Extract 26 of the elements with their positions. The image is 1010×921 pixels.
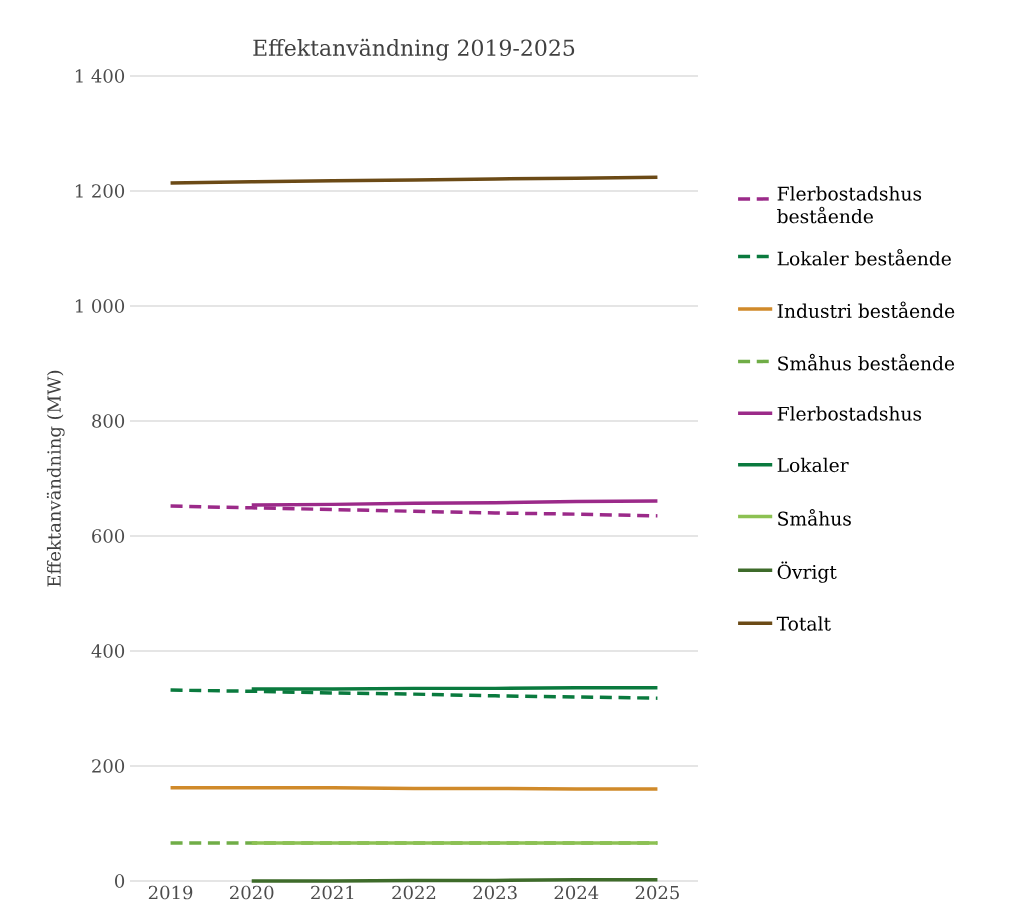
y-tick-label: 400 — [91, 644, 125, 658]
x-tick-label: 2025 — [635, 885, 679, 900]
legend-label: Industri bestående — [777, 301, 955, 319]
legend-label: Småhus — [778, 509, 851, 526]
y-tick-label: 1 200 — [75, 184, 125, 198]
legend-label: Lokaler — [777, 457, 849, 473]
y-tick-label: 200 — [92, 759, 125, 773]
y-tick-label: 0 — [115, 874, 125, 888]
x-tick-label: 2024 — [554, 885, 599, 900]
y-tick-label: 600 — [92, 529, 125, 543]
x-tick-label: 2020 — [230, 885, 274, 900]
legend-label: Totalt — [776, 616, 831, 631]
y-tick-label: 1 000 — [75, 299, 125, 313]
chart-title: Effektanvändning 2019-2025 — [253, 38, 575, 61]
legend-label: Småhus bestående — [778, 353, 955, 371]
legend-label: Lokaler bestående — [777, 248, 951, 266]
legend-label: Flerbostadshus bestående — [777, 186, 922, 224]
y-axis-title: Effektanvändning (MW) — [46, 370, 65, 587]
x-tick-label: 2021 — [311, 885, 354, 900]
y-tick-label: 800 — [92, 414, 125, 428]
x-tick-label: 2023 — [473, 885, 517, 900]
x-tick-label: 2019 — [148, 885, 193, 900]
y-tick-label: 1 400 — [75, 69, 125, 83]
x-tick-label: 2022 — [392, 885, 436, 900]
legend-label: Flerbostadshus — [777, 406, 922, 421]
legend-label: Övrigt — [777, 561, 837, 583]
